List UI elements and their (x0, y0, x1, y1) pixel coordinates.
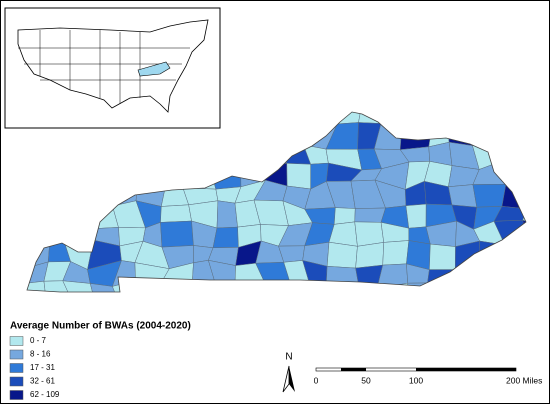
inset-map (4, 7, 221, 129)
county (212, 226, 239, 249)
scale-label: 200 Miles (506, 375, 542, 385)
county (355, 242, 385, 269)
scale-bar (315, 367, 517, 372)
legend-title: Average Number of BWAs (2004-2020) (10, 321, 191, 332)
legend-swatch (9, 349, 24, 360)
legend-swatch (9, 336, 24, 346)
county (472, 183, 507, 208)
north-label: N (285, 352, 292, 363)
north-arrow: N (282, 352, 295, 393)
legend-label: 32 - 61 (30, 377, 55, 386)
county (354, 207, 386, 223)
county (62, 280, 97, 292)
kentucky-highlight (137, 61, 171, 77)
legend-swatch (9, 376, 24, 387)
county (405, 203, 427, 229)
county (160, 204, 192, 223)
county (286, 163, 311, 190)
arrow-right (289, 366, 295, 392)
legend-swatch (9, 390, 24, 400)
county (89, 283, 121, 292)
county (160, 220, 194, 248)
scale-bar-segment (416, 368, 516, 371)
legend-label: 0 - 7 (30, 336, 47, 345)
county (326, 241, 358, 269)
legend: 0 - 7 8 - 16 17 - 31 32 - 61 62 - 109 (9, 336, 60, 400)
state-borders (18, 30, 190, 104)
legend-label: 8 - 16 (30, 350, 51, 359)
legend-label: 62 - 109 (30, 390, 60, 399)
legend-swatch (9, 363, 24, 373)
county (429, 243, 456, 270)
legend-label: 17 - 31 (30, 363, 55, 372)
scale-bar-segment (341, 368, 366, 371)
county (333, 207, 356, 225)
scale-label: 0 (314, 375, 319, 385)
county (382, 240, 410, 266)
county (216, 200, 238, 229)
county (354, 221, 385, 247)
scale-label: 100 (409, 375, 423, 385)
state-outline (26, 111, 527, 293)
county (448, 184, 478, 208)
scale-labels: 0 50 100 200 Miles (314, 375, 543, 385)
scale-label: 50 (361, 375, 371, 385)
